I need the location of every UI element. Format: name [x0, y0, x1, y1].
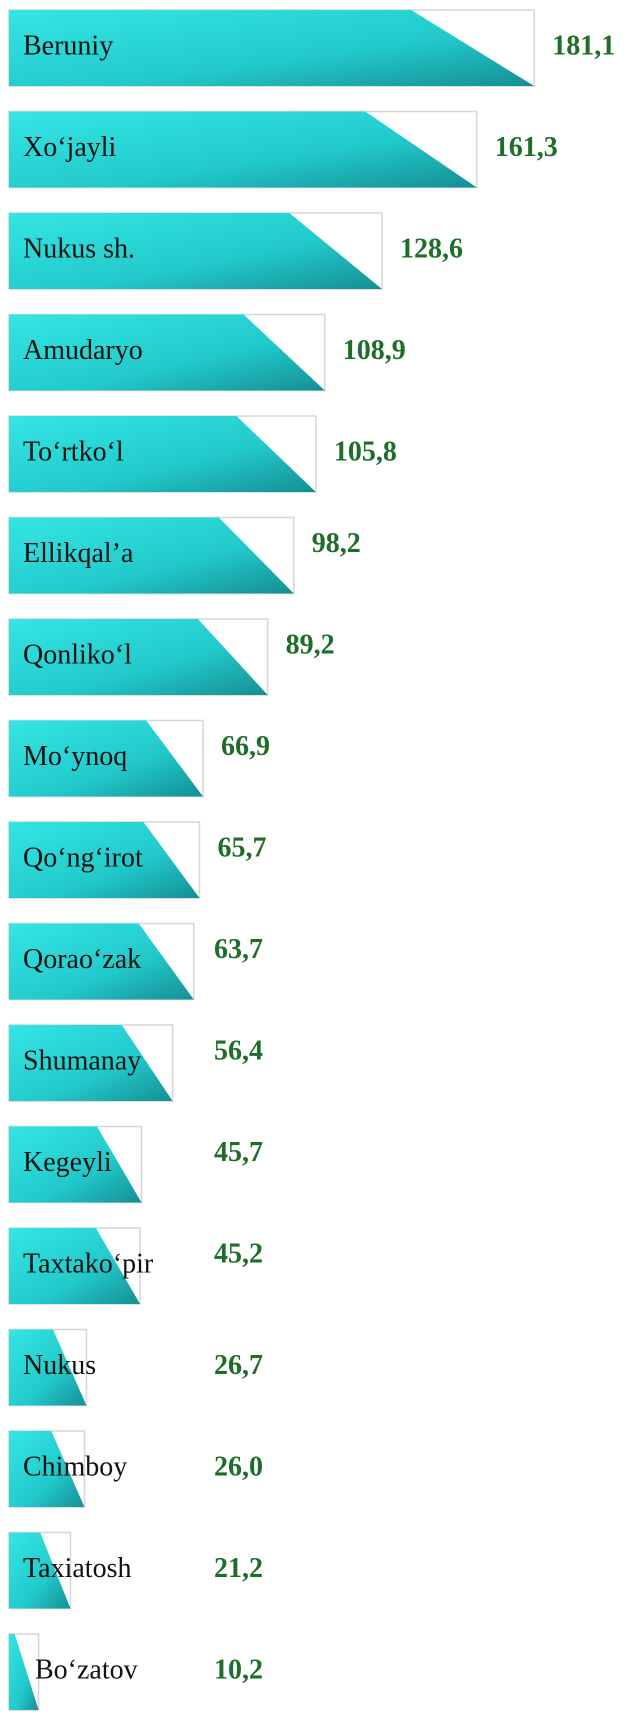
category-label: Taxtako‘pir	[23, 1248, 154, 1279]
value-label: 89,2	[286, 629, 335, 660]
bar	[9, 111, 477, 188]
bar	[9, 1228, 141, 1304]
category-label: Qorao‘zak	[23, 944, 141, 975]
category-label: To‘rtko‘l	[23, 436, 124, 467]
value-label: 26,0	[214, 1451, 263, 1482]
bar	[9, 619, 268, 695]
value-label: 45,2	[214, 1238, 263, 1269]
category-label: Qonliko‘l	[23, 639, 132, 670]
value-label: 65,7	[218, 832, 267, 863]
bar	[9, 720, 204, 797]
bar	[9, 822, 200, 898]
value-label: 105,8	[334, 436, 397, 467]
value-label: 161,3	[495, 132, 558, 163]
bar	[9, 923, 194, 1000]
category-label: Shumanay	[23, 1045, 141, 1076]
bar	[9, 1431, 85, 1507]
value-label: 128,6	[400, 233, 463, 264]
value-label: 98,2	[312, 528, 361, 559]
bar	[9, 10, 535, 86]
bar	[9, 1532, 71, 1609]
value-label: 45,7	[214, 1137, 263, 1168]
value-label: 181,1	[552, 30, 615, 61]
bar	[9, 1025, 173, 1101]
category-label: Bo‘zatov	[35, 1654, 138, 1685]
category-label: Nukus	[23, 1350, 96, 1381]
value-label: 56,4	[214, 1035, 263, 1066]
bar	[9, 517, 294, 594]
bar	[9, 1329, 87, 1406]
category-label: Beruniy	[23, 30, 113, 61]
category-label: Amudaryo	[23, 335, 143, 366]
category-label: Mo‘ynoq	[23, 741, 127, 772]
value-label: 26,7	[214, 1350, 263, 1381]
value-label: 108,9	[343, 335, 406, 366]
category-label: Taxiatosh	[23, 1553, 131, 1584]
value-label: 10,2	[214, 1654, 263, 1685]
category-label: Chimboy	[23, 1451, 127, 1482]
bar	[9, 1634, 39, 1710]
category-label: Kegeyli	[23, 1147, 112, 1178]
category-label: Xo‘jayli	[23, 132, 117, 163]
value-label: 66,9	[221, 731, 270, 762]
category-label: Qo‘ng‘irot	[23, 842, 143, 873]
category-label: Ellikqal’a	[23, 538, 134, 569]
value-label: 63,7	[214, 934, 263, 965]
category-label: Nukus sh.	[23, 233, 135, 264]
bar	[9, 1126, 142, 1203]
bar	[9, 416, 316, 492]
bar	[9, 314, 325, 391]
bar	[9, 213, 382, 289]
value-label: 21,2	[214, 1553, 263, 1584]
